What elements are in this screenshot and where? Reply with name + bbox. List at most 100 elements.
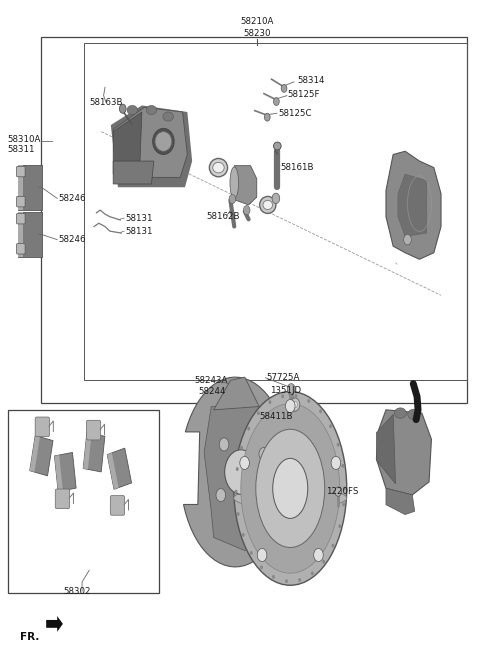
Ellipse shape bbox=[163, 112, 173, 121]
Polygon shape bbox=[398, 174, 427, 236]
Circle shape bbox=[285, 579, 288, 583]
Text: 58311: 58311 bbox=[8, 145, 36, 154]
Circle shape bbox=[120, 104, 126, 113]
Text: 58244: 58244 bbox=[198, 387, 226, 396]
Polygon shape bbox=[18, 165, 23, 209]
Polygon shape bbox=[234, 166, 257, 205]
Circle shape bbox=[260, 565, 263, 569]
Text: 58131: 58131 bbox=[125, 213, 153, 222]
Circle shape bbox=[250, 551, 252, 555]
Circle shape bbox=[247, 426, 250, 430]
Circle shape bbox=[229, 194, 236, 203]
Circle shape bbox=[332, 544, 335, 548]
Circle shape bbox=[314, 548, 323, 562]
Text: 1220FS: 1220FS bbox=[326, 487, 359, 496]
Circle shape bbox=[319, 409, 322, 413]
Ellipse shape bbox=[146, 106, 157, 115]
Polygon shape bbox=[113, 108, 187, 177]
Circle shape bbox=[281, 85, 287, 92]
Polygon shape bbox=[83, 433, 92, 470]
Circle shape bbox=[288, 384, 295, 394]
Text: 58125F: 58125F bbox=[288, 91, 320, 100]
Polygon shape bbox=[376, 415, 396, 483]
Circle shape bbox=[338, 524, 341, 528]
Text: 58411B: 58411B bbox=[259, 412, 293, 421]
Ellipse shape bbox=[273, 459, 308, 518]
Text: 58302: 58302 bbox=[63, 586, 90, 596]
Polygon shape bbox=[107, 448, 132, 489]
Polygon shape bbox=[376, 410, 432, 495]
Circle shape bbox=[242, 533, 245, 537]
Bar bbox=[8, 410, 158, 593]
Ellipse shape bbox=[155, 132, 172, 152]
FancyBboxPatch shape bbox=[16, 196, 25, 207]
Circle shape bbox=[235, 489, 238, 493]
Circle shape bbox=[274, 98, 279, 106]
Text: 1351JD: 1351JD bbox=[270, 386, 301, 395]
Ellipse shape bbox=[241, 403, 340, 573]
Circle shape bbox=[281, 394, 284, 398]
Ellipse shape bbox=[234, 487, 347, 508]
Text: 58314: 58314 bbox=[298, 76, 325, 85]
Ellipse shape bbox=[256, 429, 324, 548]
Circle shape bbox=[272, 575, 275, 579]
Circle shape bbox=[236, 467, 239, 471]
Circle shape bbox=[240, 457, 250, 470]
Text: 58243A: 58243A bbox=[194, 376, 228, 385]
Circle shape bbox=[243, 205, 250, 215]
Circle shape bbox=[295, 394, 297, 398]
Circle shape bbox=[336, 443, 339, 447]
Polygon shape bbox=[54, 455, 63, 491]
Ellipse shape bbox=[274, 142, 281, 150]
FancyBboxPatch shape bbox=[16, 167, 25, 176]
Polygon shape bbox=[30, 436, 40, 472]
Polygon shape bbox=[83, 433, 105, 472]
FancyBboxPatch shape bbox=[35, 417, 49, 437]
Text: 58163B: 58163B bbox=[89, 98, 123, 107]
Circle shape bbox=[286, 400, 295, 413]
Polygon shape bbox=[111, 106, 192, 187]
Ellipse shape bbox=[408, 409, 420, 420]
Circle shape bbox=[257, 548, 267, 562]
Text: 58125C: 58125C bbox=[278, 109, 312, 118]
Polygon shape bbox=[54, 453, 76, 491]
Circle shape bbox=[298, 578, 301, 582]
Circle shape bbox=[311, 571, 314, 575]
Circle shape bbox=[329, 424, 332, 428]
Bar bbox=[41, 37, 468, 403]
Circle shape bbox=[335, 487, 341, 496]
Ellipse shape bbox=[260, 196, 276, 213]
Ellipse shape bbox=[230, 167, 239, 198]
Text: 58246: 58246 bbox=[58, 235, 85, 244]
Polygon shape bbox=[214, 377, 259, 410]
FancyBboxPatch shape bbox=[110, 495, 125, 515]
FancyBboxPatch shape bbox=[16, 243, 25, 254]
Circle shape bbox=[257, 411, 260, 415]
Ellipse shape bbox=[127, 106, 138, 115]
Text: 58230: 58230 bbox=[243, 29, 271, 38]
Circle shape bbox=[216, 489, 226, 502]
Ellipse shape bbox=[263, 200, 273, 209]
Text: 58131: 58131 bbox=[125, 226, 153, 236]
Bar bbox=[84, 43, 468, 380]
FancyBboxPatch shape bbox=[86, 420, 101, 440]
Text: FR.: FR. bbox=[20, 632, 39, 642]
Polygon shape bbox=[113, 161, 154, 184]
Circle shape bbox=[293, 401, 298, 408]
Polygon shape bbox=[30, 436, 53, 476]
Circle shape bbox=[219, 438, 229, 451]
Polygon shape bbox=[107, 453, 119, 489]
Text: 58162B: 58162B bbox=[206, 213, 240, 221]
Text: 58310A: 58310A bbox=[8, 135, 41, 144]
Circle shape bbox=[272, 193, 280, 203]
Text: 58246: 58246 bbox=[58, 194, 85, 203]
Polygon shape bbox=[113, 112, 142, 174]
Ellipse shape bbox=[153, 129, 174, 155]
Text: 57725A: 57725A bbox=[266, 373, 300, 382]
Circle shape bbox=[342, 502, 345, 506]
Circle shape bbox=[343, 486, 346, 490]
FancyBboxPatch shape bbox=[55, 489, 70, 508]
Circle shape bbox=[290, 398, 300, 411]
Circle shape bbox=[240, 445, 243, 449]
FancyBboxPatch shape bbox=[16, 213, 25, 224]
